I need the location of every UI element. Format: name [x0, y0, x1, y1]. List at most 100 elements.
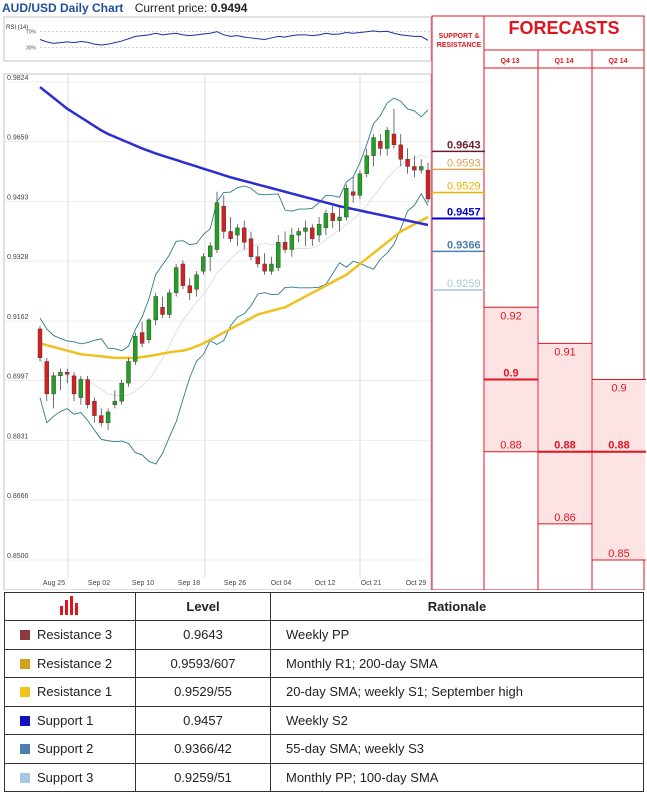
y-tick-label: 0.9328: [7, 254, 29, 261]
candle-body: [323, 213, 329, 229]
chart-title: AUD/USD Daily Chart: [2, 1, 124, 15]
y-tick-label: 0.8997: [7, 374, 29, 381]
candle-body: [201, 256, 206, 272]
candle-body: [378, 141, 383, 149]
table-row: Resistance 1 0.9529/55 20-day SMA; weekl…: [4, 677, 644, 707]
forecast-low-label: 0.85: [608, 548, 629, 560]
header-rationale: Rationale: [270, 592, 644, 621]
candle-body: [133, 335, 138, 362]
sr-level-value: 0.9643: [447, 139, 481, 151]
y-tick-label: 0.8831: [7, 434, 29, 441]
x-tick-label: Aug 25: [43, 580, 65, 587]
candle-body: [187, 285, 192, 294]
forecast-mid-label: 0.88: [608, 440, 629, 452]
bollinger-mid: [39, 154, 429, 397]
swatch-resistance-3: [20, 630, 30, 640]
forecast-range-box: [593, 379, 645, 560]
swatch-resistance-1: [20, 687, 30, 697]
candle-body: [167, 292, 172, 315]
candle-body: [139, 332, 145, 344]
rsi-30-label: 30%: [26, 45, 37, 51]
x-tick-label: Sep 02: [88, 580, 110, 587]
row-level: 0.9457: [135, 705, 271, 735]
candle-body: [37, 328, 43, 359]
candle-body: [153, 296, 158, 321]
candle-body: [85, 379, 90, 405]
header-level: Level: [135, 592, 271, 621]
candle-body: [173, 267, 179, 294]
candle-body: [65, 372, 70, 375]
candle-body: [405, 159, 410, 167]
row-name: Resistance 3: [37, 627, 113, 643]
y-tick-label: 0.9162: [7, 314, 29, 321]
forecast-low-label: 0.86: [554, 512, 575, 524]
candle-body: [242, 227, 247, 243]
candle-body: [207, 245, 213, 257]
support-resistance-header: SUPPORT & RESISTANCE: [436, 33, 482, 49]
row-name: Resistance 2: [37, 655, 113, 671]
candle-body: [112, 400, 118, 405]
forecast-low-label: 0.88: [500, 440, 521, 452]
forecast-header: SUPPORT & RESISTANCE FORECASTS Q4 13 Q1 …: [432, 16, 644, 65]
levels-table: Level Rationale Resistance 3 0.9643 Week…: [4, 592, 644, 792]
candle-body: [418, 166, 424, 171]
sr-level-value: 0.9366: [447, 239, 481, 251]
candle-body: [316, 224, 322, 236]
candle-body: [58, 372, 63, 377]
forecasts-title: FORECASTS: [508, 18, 620, 38]
forecast-high-label: 0.91: [554, 346, 575, 358]
sr-level-value: 0.9529: [447, 181, 481, 193]
table-row: Support 2 0.9366/42 55-day SMA; weekly S…: [4, 734, 644, 764]
row-name: Support 3: [37, 769, 94, 785]
forecast-mid-label: 0.88: [554, 440, 575, 452]
rsi-70-label: 70%: [26, 30, 37, 36]
candle-body: [119, 382, 124, 402]
rsi-panel: [3, 16, 432, 62]
candle-body: [44, 361, 50, 395]
candle-body: [255, 256, 261, 265]
candle-body: [296, 231, 301, 236]
x-tick-label: Oct 21: [361, 580, 382, 587]
header-icon-cell: [4, 592, 136, 621]
row-rationale: Monthly R1; 200-day SMA: [270, 648, 644, 678]
x-tick-label: Sep 26: [224, 580, 246, 587]
candle-body: [371, 137, 376, 156]
sma-blue-line: [39, 86, 429, 227]
chart-title-bar: AUD/USD Daily Chart Current price: 0.949…: [0, 0, 430, 16]
quarter-label-q1-14: Q1 14: [554, 58, 574, 65]
candle-body: [282, 242, 288, 250]
swatch-support-2: [20, 744, 30, 754]
row-level: 0.9366/42: [135, 734, 271, 764]
row-rationale: Monthly PP; 100-day SMA: [270, 762, 644, 792]
x-tick-label: Oct 12: [315, 580, 336, 587]
candle-body: [228, 231, 233, 239]
bollinger-lower: [39, 192, 429, 465]
candle-body: [51, 375, 56, 395]
chart-canvas: RSI (14)70% 30% 0.9824 0.9659 0.9493 0.9328 0.…: [3, 15, 646, 590]
row-name: Support 2: [37, 741, 94, 757]
table-row: Resistance 3 0.9643 Weekly PP: [4, 620, 644, 650]
candle-body: [391, 133, 397, 146]
forecast-high-label: 0.92: [500, 310, 521, 322]
rsi-label: RSI (14): [6, 25, 28, 31]
sr-level-value: 0.9593: [447, 157, 481, 169]
forecast-mid-label: 0.9: [503, 367, 518, 379]
candle-body: [350, 191, 356, 196]
candle-body: [248, 238, 254, 257]
candle-body: [269, 263, 274, 272]
candle-body: [194, 274, 199, 290]
row-name: Support 1: [37, 712, 94, 728]
candle-body: [214, 202, 220, 250]
rsi-line: [39, 30, 429, 46]
x-tick-label: Sep 10: [132, 580, 154, 587]
candle-body: [384, 130, 390, 149]
candle-body: [344, 187, 349, 218]
candle-body: [71, 375, 77, 395]
candle-body: [289, 234, 295, 250]
table-header-row: Level Rationale: [4, 592, 644, 621]
quarter-label-q2-14: Q2 14: [608, 58, 628, 65]
x-tick-label: Oct 29: [406, 580, 427, 587]
candle-body: [310, 227, 315, 239]
row-rationale: Weekly PP: [270, 620, 644, 650]
candle-body: [180, 263, 186, 286]
